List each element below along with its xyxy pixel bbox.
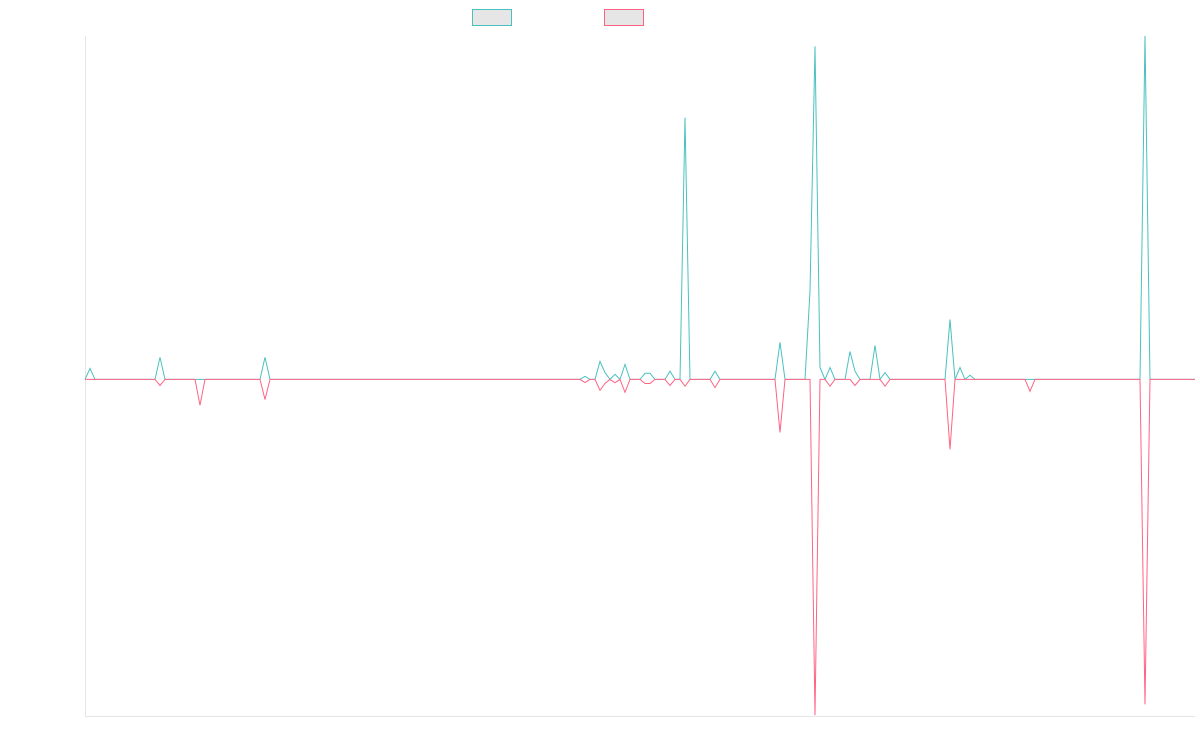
legend-swatch [604, 9, 644, 26]
line [85, 378, 1195, 716]
line [84, 35, 1195, 381]
legend-swatch [472, 9, 512, 26]
